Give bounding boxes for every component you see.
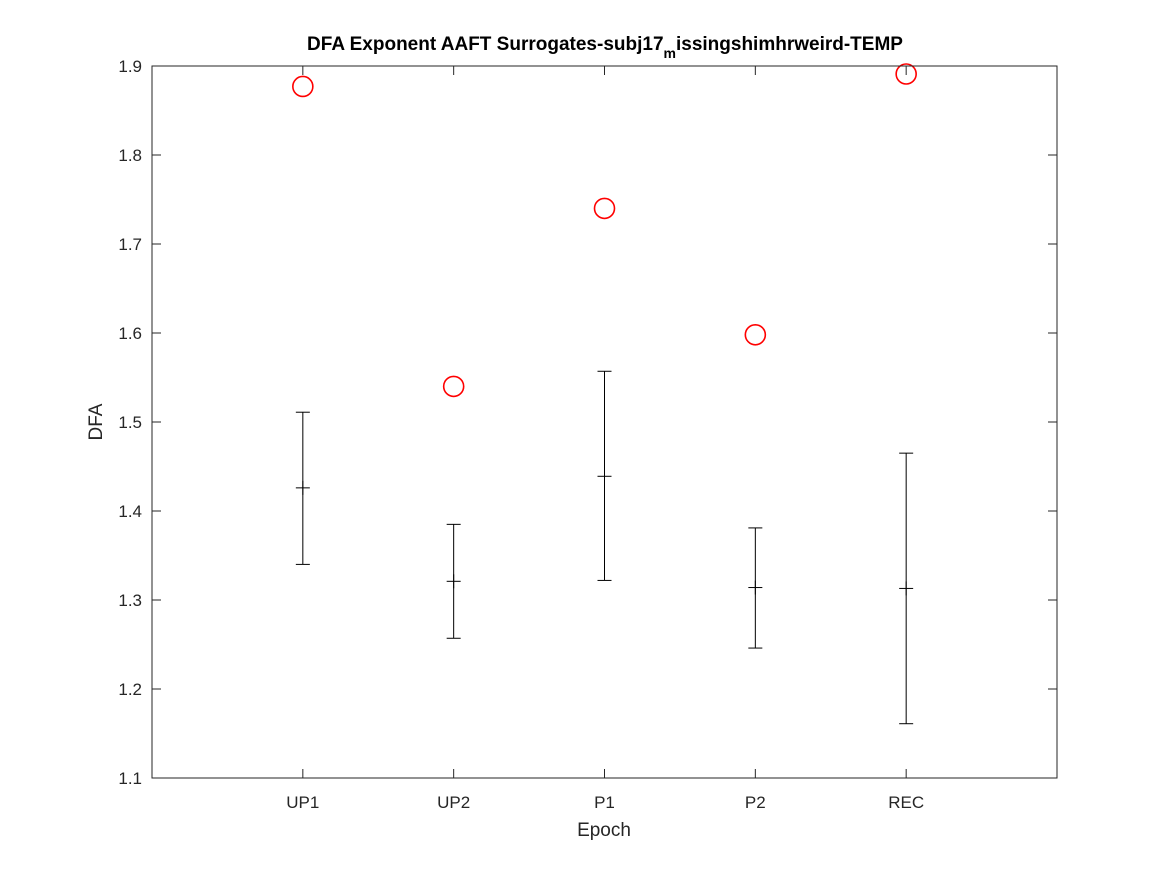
x-tick-label: P1 (594, 793, 615, 812)
x-tick-label: UP1 (286, 793, 319, 812)
x-tick-label: UP2 (437, 793, 470, 812)
chart-title-main: DFA Exponent AAFT Surrogates-subj17 (307, 34, 663, 55)
y-tick-label: 1.2 (118, 680, 142, 699)
y-tick-label: 1.6 (118, 324, 142, 343)
x-axis-label: Epoch (577, 820, 631, 841)
chart-title-rest: issingshimhrweird-TEMP (676, 34, 903, 55)
y-tick-label: 1.8 (118, 146, 142, 165)
data-point-circle (442, 375, 465, 398)
x-tick-label: P2 (745, 793, 766, 812)
y-tick-label: 1.1 (118, 769, 142, 788)
marks-layer (292, 63, 917, 725)
plot-frame (151, 65, 1058, 779)
ticks-layer: 1.1 1.2 1.3 1.4 1.5 1.6 1.7 1.8 1.9 UP1 UP2 P1 P2 REC (118, 57, 1057, 812)
y-tick-label: 1.3 (118, 591, 142, 610)
data-point-circle (895, 63, 917, 85)
y-axis-label: DFA (86, 403, 107, 440)
y-tick-label: 1.9 (118, 57, 142, 76)
chart-title-subscript: m (664, 45, 676, 61)
data-point-circle (593, 197, 616, 220)
data-point-circle (744, 323, 767, 346)
y-tick-label: 1.5 (118, 413, 142, 432)
x-tick-label: REC (888, 793, 924, 812)
data-point-circle (292, 75, 314, 98)
y-tick-label: 1.7 (118, 235, 142, 254)
y-tick-label: 1.4 (118, 502, 142, 521)
chart-title: DFA Exponent AAFT Surrogates-subj17missi… (307, 34, 903, 61)
